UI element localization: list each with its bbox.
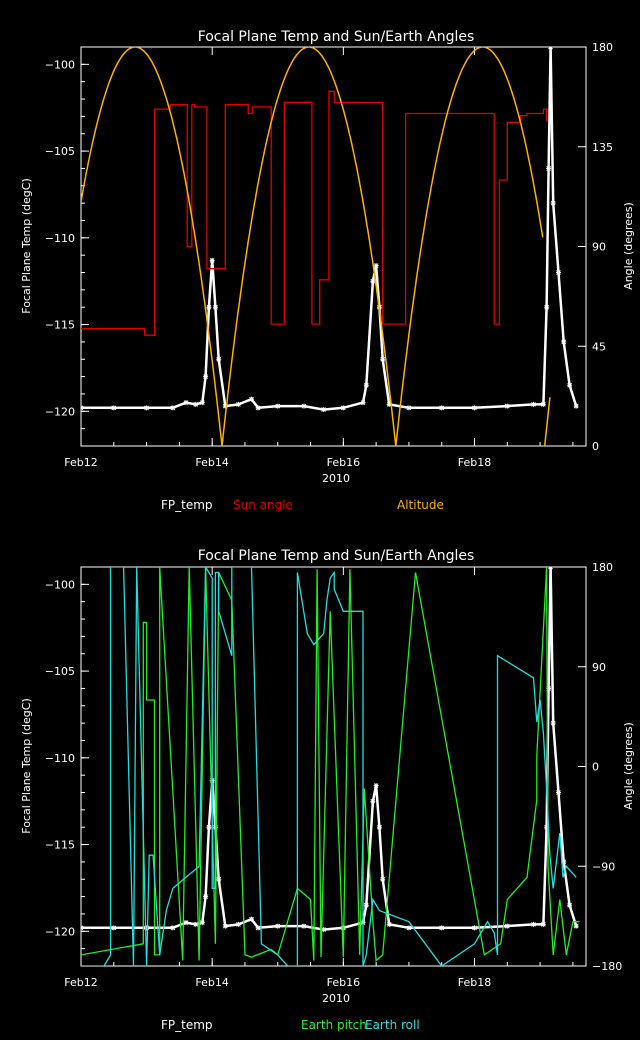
series-group [81,567,580,966]
chart-title: Focal Plane Temp and Sun/Earth Angles [198,548,475,564]
y-tick-label: −100 [45,578,75,591]
y-tick-label: −105 [45,665,75,678]
x-tick-label: Feb14 [195,456,228,469]
x-tick-label: Feb18 [458,976,491,989]
y2-tick-label: 180 [592,41,613,54]
y-tick-label: −105 [45,145,75,158]
y2-tick-label: 90 [592,241,606,254]
y-tick-label: −120 [45,405,75,418]
y2-tick-label: 45 [592,340,606,353]
series-altitude-line [543,397,551,446]
chart-title: Focal Plane Temp and Sun/Earth Angles [198,29,475,45]
x-tick-label: Feb18 [458,456,491,469]
tick-group: Feb12 Feb14 Feb16 Feb18 −100 −105 −110 −115 −120… [45,41,613,469]
y-tick-label: −110 [45,752,75,765]
y-axis-label: Focal Plane Temp (degC) [20,178,33,313]
x-tick-label: Feb14 [195,976,228,989]
y-tick-label: −120 [45,925,75,938]
y-axis-label: Focal Plane Temp (degC) [20,698,33,833]
panel-2: Focal Plane Temp and Sun/Earth Angles Fo… [20,548,635,1032]
y2-tick-label: 0 [592,440,599,453]
series-group [81,47,579,446]
tick-group: Feb12 Feb14 Feb16 Feb18 −100 −105 −110 −115 −120… [45,561,622,989]
y-tick-label: −100 [45,58,75,71]
panel-1: Focal Plane Temp and Sun/Earth Angles Fo… [20,29,635,512]
y2-axis-label: Angle (degrees) [622,202,635,290]
y2-tick-label: 90 [592,661,606,674]
series-altitude-line [81,47,544,446]
y2-tick-label: 135 [592,141,613,154]
series-earth-pitch-line [81,567,580,962]
legend-entry: Earth pitch [301,1018,367,1032]
x-tick-label: Feb12 [64,976,97,989]
y-tick-label: −110 [45,232,75,245]
y2-tick-label: 180 [592,561,613,574]
series-sun-angle-line [81,90,548,336]
y-tick-label: −115 [45,319,75,332]
legend: FP_temp Sun angle Altitude [161,498,444,512]
y2-tick-label: −180 [592,960,622,973]
plot-group [81,567,580,966]
plot-group [81,47,579,446]
x-tick-label: Feb12 [64,456,97,469]
x-tick-label: Feb16 [327,976,360,989]
legend-entry: Sun angle [233,498,293,512]
x-axis-label: 2010 [322,472,350,485]
legend-entry: Altitude [397,498,444,512]
legend-entry: FP_temp [161,1018,213,1032]
legend-entry: FP_temp [161,498,213,512]
series-earth-roll-line [81,567,577,966]
y2-tick-label: 0 [592,761,599,774]
x-tick-label: Feb16 [327,456,360,469]
y-tick-label: −115 [45,839,75,852]
y2-tick-label: −90 [592,860,615,873]
legend-entry: Earth roll [365,1018,420,1032]
x-axis-label: 2010 [322,992,350,1005]
y2-axis-label: Angle (degrees) [622,722,635,810]
series-fp-temp-trace [81,47,578,411]
